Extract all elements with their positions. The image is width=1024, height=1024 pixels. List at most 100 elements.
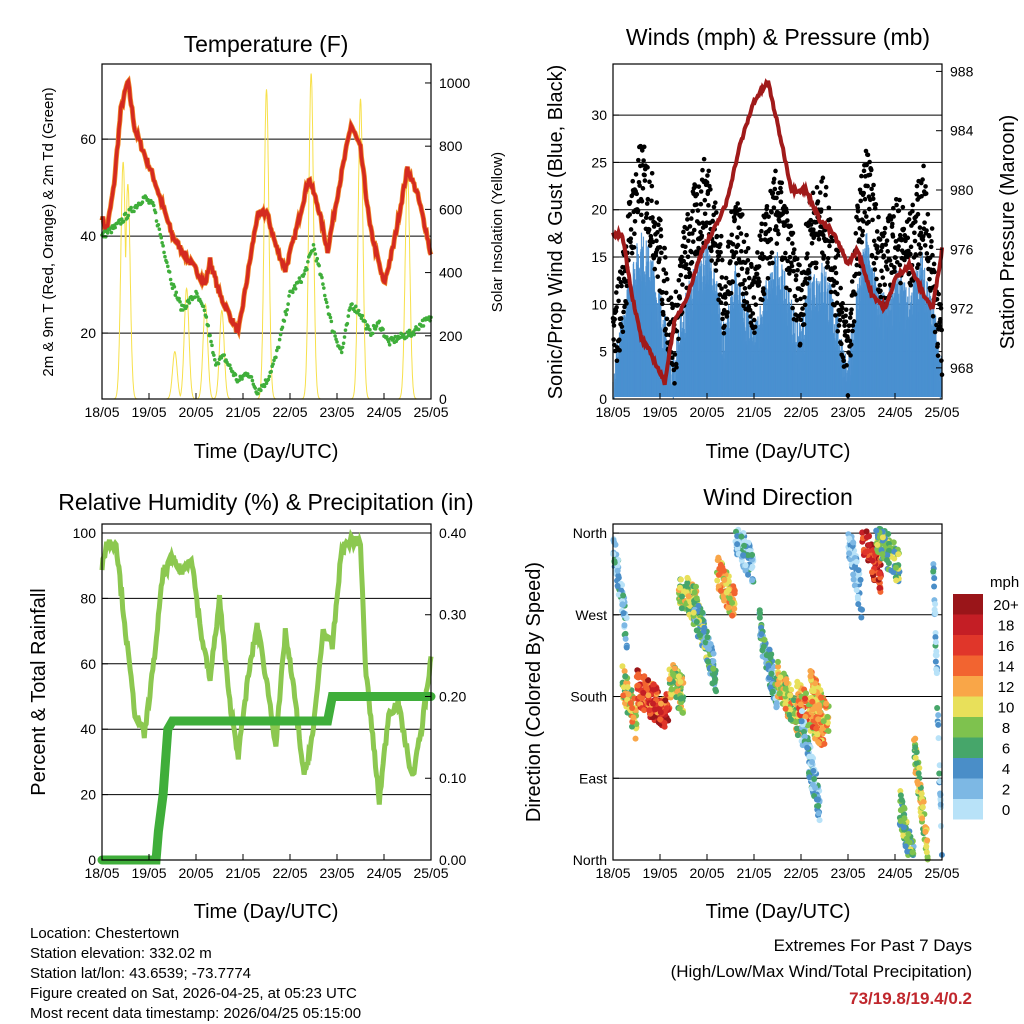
- dewpoint-point: [339, 350, 344, 355]
- dewpoint-point: [222, 353, 226, 357]
- direction-point: [922, 828, 929, 835]
- gust-point: [856, 271, 862, 276]
- gust-point: [887, 258, 893, 263]
- direction-point: [809, 758, 816, 765]
- gust-point: [643, 215, 649, 221]
- dewpoint-point: [327, 312, 332, 317]
- gust-point: [929, 239, 934, 244]
- direction-point: [920, 798, 927, 805]
- gust-point: [669, 301, 675, 307]
- direction-point: [773, 703, 780, 710]
- dewpoint-point: [280, 325, 285, 330]
- dewpoint-point: [315, 256, 320, 261]
- gust-point: [844, 363, 849, 368]
- gust-point: [930, 313, 936, 319]
- y2-tick-label: 968: [950, 360, 974, 376]
- gust-point: [631, 245, 637, 250]
- gust-point: [914, 191, 919, 197]
- dewpoint-point: [213, 357, 217, 362]
- dewpoint-point: [267, 374, 272, 379]
- direction-point: [923, 843, 930, 850]
- gust-point: [874, 229, 880, 234]
- direction-point: [668, 691, 675, 698]
- gust-point: [774, 195, 779, 201]
- gust-point: [929, 226, 935, 231]
- direction-point: [923, 849, 930, 856]
- gust-point: [825, 264, 831, 269]
- gust-point: [935, 353, 941, 358]
- gust-point: [614, 358, 620, 364]
- dewpoint-point: [299, 280, 304, 284]
- gust-point: [833, 313, 838, 318]
- dewpoint-point: [184, 304, 189, 309]
- gust-point: [916, 242, 922, 247]
- gust-point: [719, 275, 725, 280]
- gust-point: [627, 199, 633, 205]
- gust-point: [720, 316, 725, 322]
- gust-point: [629, 250, 635, 256]
- dewpoint-point: [172, 284, 177, 289]
- gust-point: [783, 250, 788, 256]
- gust-point: [857, 226, 863, 231]
- x-tick-label: 22/05: [783, 404, 818, 420]
- gust-point: [754, 271, 760, 277]
- y2-tick-label: 984: [950, 123, 974, 139]
- direction-point: [916, 765, 923, 772]
- gust-point: [808, 217, 814, 223]
- gust-point: [637, 183, 642, 188]
- gust-point: [695, 208, 701, 213]
- gust-point: [685, 217, 690, 222]
- x-tick-label: 24/05: [877, 865, 912, 881]
- direction-point: [684, 580, 691, 587]
- direction-point: [769, 688, 776, 695]
- gust-point: [649, 198, 654, 204]
- gust-point: [939, 358, 944, 363]
- legend-label: 12: [998, 679, 1015, 696]
- gust-point: [739, 212, 745, 217]
- direction-point: [914, 781, 921, 788]
- gust-point: [698, 201, 704, 207]
- dewpoint-point: [399, 331, 403, 336]
- gust-point: [668, 295, 674, 300]
- gust-point: [860, 232, 865, 238]
- direction-point: [879, 534, 886, 541]
- dewpoint-point: [323, 297, 328, 302]
- gust-point: [641, 158, 646, 163]
- x-tick-label: 24/05: [877, 404, 912, 420]
- gust-point: [779, 180, 785, 186]
- direction-point: [794, 678, 801, 685]
- gust-point: [702, 197, 708, 203]
- gust-point: [842, 323, 847, 328]
- gust-point: [620, 329, 626, 335]
- gust-point: [870, 192, 876, 197]
- x-tick-label: 22/05: [272, 404, 307, 420]
- dewpoint-point: [208, 333, 212, 338]
- direction-point: [621, 668, 628, 675]
- gust-point: [613, 308, 619, 314]
- dewpoint-point: [332, 330, 336, 335]
- gust-point: [843, 313, 848, 319]
- wind-direction-title: Wind Direction: [703, 484, 853, 510]
- direction-point: [937, 801, 944, 808]
- gust-point: [636, 157, 641, 163]
- direction-point: [901, 805, 908, 812]
- gust-point: [624, 301, 629, 306]
- direction-point: [933, 670, 940, 677]
- gust-point: [649, 171, 655, 176]
- gust-point: [805, 251, 810, 256]
- direction-point: [809, 781, 816, 788]
- 9m-temperature-line: [99, 75, 434, 340]
- gust-point: [702, 211, 708, 217]
- gust-point: [618, 279, 624, 285]
- y-tick-label: 80: [80, 590, 96, 606]
- gust-point: [876, 214, 881, 220]
- legend-label: 16: [998, 638, 1015, 655]
- y-tick-label: 25: [591, 154, 607, 170]
- gust-point: [800, 306, 805, 311]
- gust-point: [769, 250, 775, 255]
- gust-point: [681, 229, 686, 235]
- y2-tick-label: 600: [439, 201, 463, 217]
- gust-point: [735, 201, 740, 206]
- gust-point: [837, 317, 843, 323]
- x-tick-label: 22/05: [783, 865, 818, 881]
